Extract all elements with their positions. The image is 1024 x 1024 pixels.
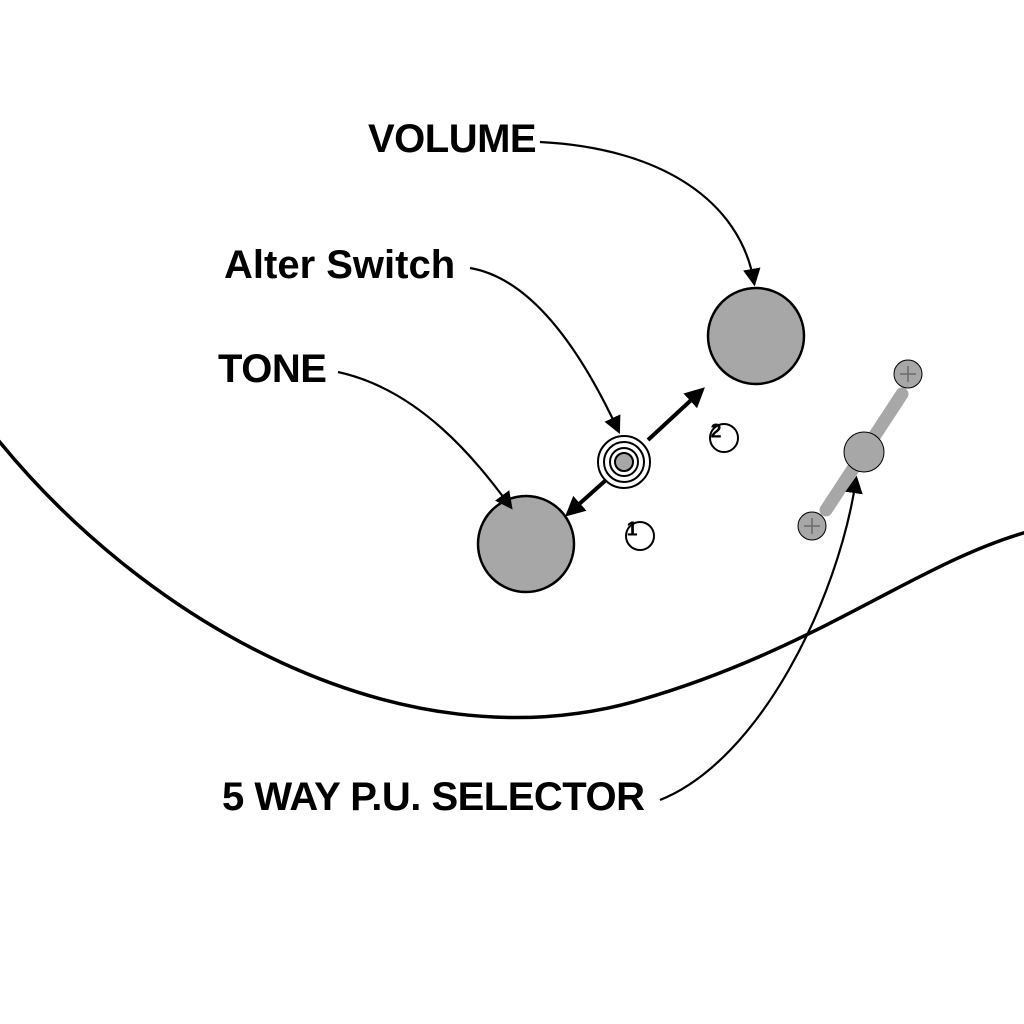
leader-volume — [540, 142, 754, 282]
label-volume: VOLUME — [368, 117, 536, 161]
position-marker-2-label: 2 — [710, 420, 721, 442]
direction-arrow-2 — [648, 390, 702, 440]
position-marker-2: 2 — [710, 420, 738, 452]
label-selector: 5 WAY P.U. SELECTOR — [222, 775, 645, 819]
label-tone: TONE — [218, 347, 326, 391]
label-alter-switch: Alter Switch — [224, 243, 455, 287]
pickup-selector — [798, 360, 922, 540]
direction-arrow-1 — [568, 480, 606, 514]
volume-knob — [708, 288, 804, 384]
leader-alter-switch — [470, 268, 618, 430]
tone-knob — [478, 496, 574, 592]
position-marker-1: 1 — [626, 518, 654, 550]
position-marker-1-label: 1 — [626, 518, 637, 540]
leader-tone — [338, 372, 510, 506]
guitar-controls-diagram: 1 2 VOLUME Alter Switch TONE 5 WAY P.U. … — [0, 0, 1024, 1024]
selector-knob — [844, 432, 884, 472]
alter-switch-ring — [615, 453, 633, 471]
leader-selector — [660, 480, 856, 800]
